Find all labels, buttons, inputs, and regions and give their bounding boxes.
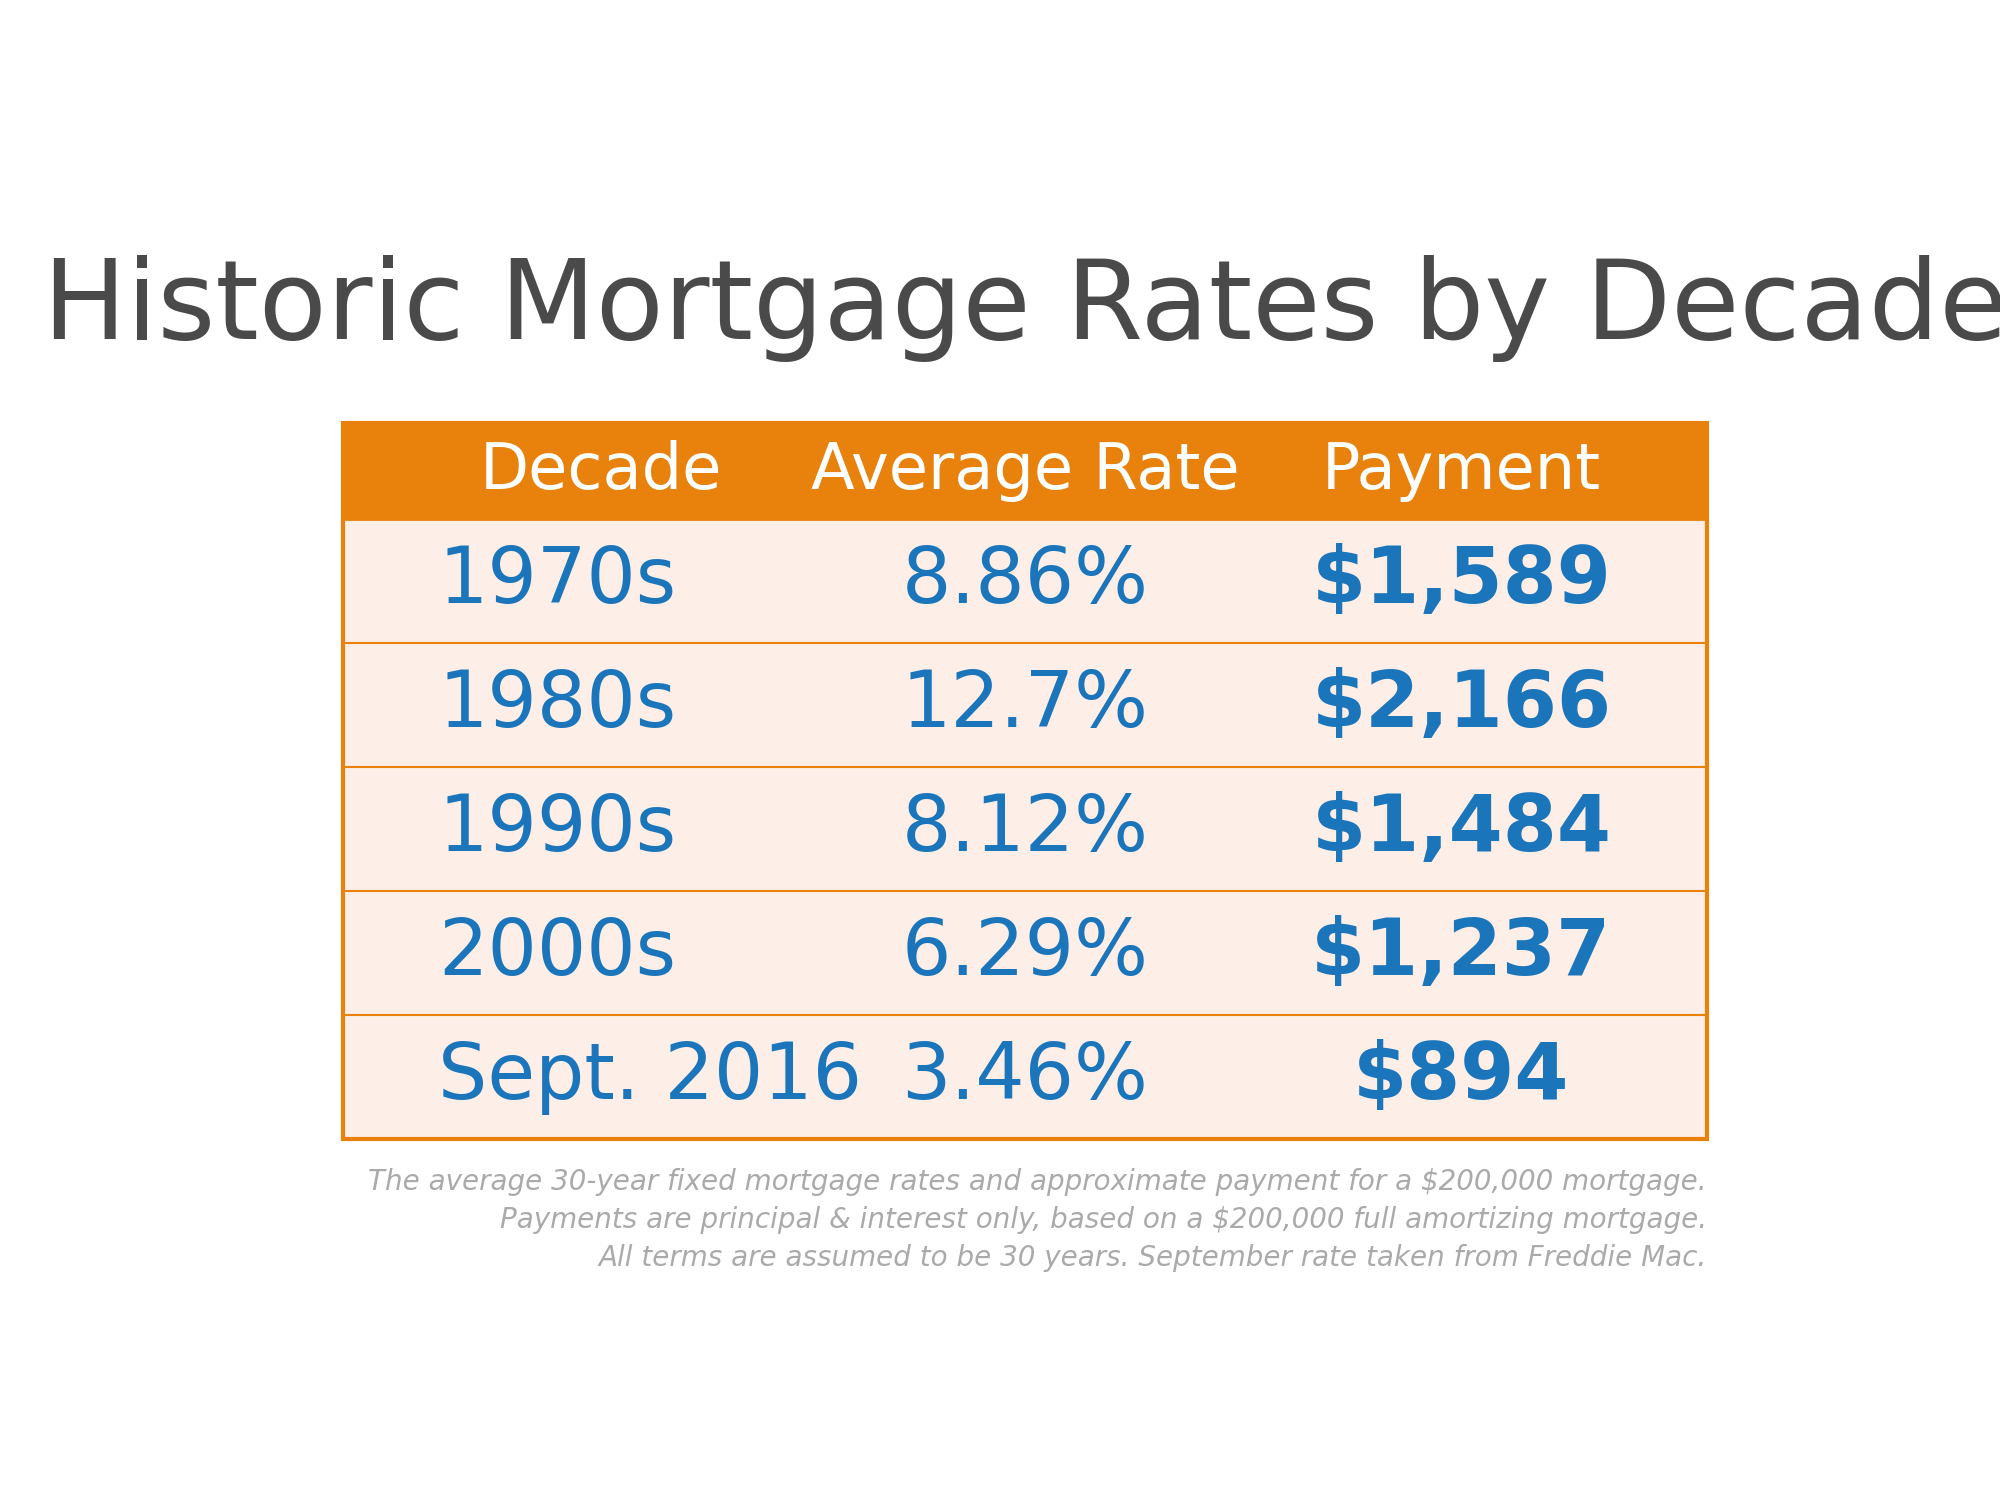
Text: 1980s: 1980s: [438, 668, 676, 742]
Text: All terms are assumed to be 30 years. September rate taken from Freddie Mac.: All terms are assumed to be 30 years. Se…: [598, 1244, 1708, 1272]
Text: Average Rate: Average Rate: [810, 440, 1240, 503]
FancyBboxPatch shape: [344, 423, 1708, 519]
Text: Payments are principal & interest only, based on a $200,000 full amortizing mort: Payments are principal & interest only, …: [500, 1206, 1708, 1233]
Text: 2000s: 2000s: [438, 915, 676, 992]
FancyBboxPatch shape: [344, 891, 1708, 1016]
Text: Decade: Decade: [480, 440, 722, 503]
FancyBboxPatch shape: [344, 766, 1708, 891]
FancyBboxPatch shape: [344, 519, 1708, 644]
Text: Historic Mortgage Rates by Decade: Historic Mortgage Rates by Decade: [42, 255, 2000, 362]
Text: $2,166: $2,166: [1312, 668, 1612, 742]
Text: 8.12%: 8.12%: [902, 790, 1148, 867]
Text: $1,484: $1,484: [1312, 790, 1612, 867]
Text: The average 30-year fixed mortgage rates and approximate payment for a $200,000 : The average 30-year fixed mortgage rates…: [368, 1167, 1708, 1196]
Text: $1,237: $1,237: [1312, 915, 1612, 992]
FancyBboxPatch shape: [344, 644, 1708, 766]
Text: 12.7%: 12.7%: [902, 668, 1148, 742]
FancyBboxPatch shape: [344, 1016, 1708, 1138]
Text: 3.46%: 3.46%: [902, 1038, 1148, 1114]
Text: 6.29%: 6.29%: [902, 915, 1148, 992]
Text: 8.86%: 8.86%: [902, 543, 1148, 620]
Text: 1970s: 1970s: [438, 543, 676, 620]
Text: Sept. 2016: Sept. 2016: [438, 1038, 862, 1114]
Text: Payment: Payment: [1322, 440, 1602, 503]
Text: $1,589: $1,589: [1312, 543, 1612, 620]
Text: 1990s: 1990s: [438, 790, 676, 867]
Text: $894: $894: [1354, 1038, 1570, 1114]
